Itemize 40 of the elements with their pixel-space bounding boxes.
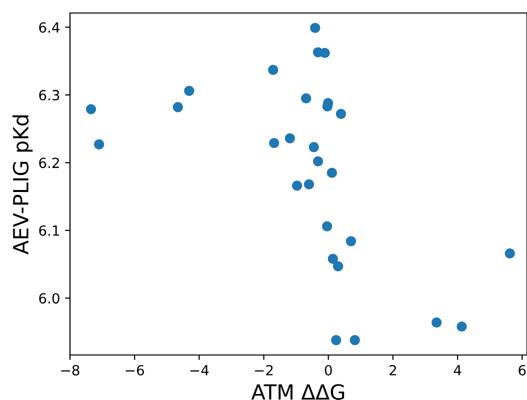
point [301, 93, 312, 104]
point [312, 156, 324, 166]
point [292, 180, 302, 191]
y-axis-title: AEV-PLIG pKd [12, 115, 33, 254]
x-tick-label: 0 [324, 364, 332, 376]
point [350, 335, 360, 346]
x-tick-label: 6 [518, 364, 526, 376]
point [269, 138, 280, 148]
point [431, 317, 442, 328]
point [504, 248, 515, 258]
y-tick-label: 6.0 [39, 293, 60, 304]
point [310, 22, 320, 33]
point [336, 108, 346, 119]
y-tick-label: 6.4 [39, 22, 60, 33]
point [320, 48, 330, 58]
point [308, 142, 319, 152]
x-tick-label: 4 [454, 365, 462, 376]
point [268, 64, 278, 75]
point [86, 104, 96, 114]
y-tick-label: 6.2 [39, 158, 59, 168]
point [184, 86, 194, 96]
point [331, 335, 342, 346]
x-axis-title: ATM ΔΔG [251, 384, 344, 400]
point [326, 168, 338, 178]
y-tick-label: 6.3 [39, 90, 60, 100]
point [322, 221, 332, 232]
x-tick-label: −4 [190, 365, 209, 376]
point [456, 321, 467, 332]
x-tick-label: −8 [61, 364, 80, 376]
x-tick-label: −6 [126, 364, 144, 376]
point [172, 102, 183, 112]
point [332, 261, 344, 272]
x-tick-label: −2 [255, 364, 273, 376]
point [328, 254, 338, 264]
point [304, 179, 314, 190]
point [94, 139, 104, 150]
point [346, 236, 356, 246]
x-tick-label: 2 [390, 364, 396, 376]
y-tick-label: 6.1 [39, 225, 59, 236]
point [284, 133, 296, 144]
